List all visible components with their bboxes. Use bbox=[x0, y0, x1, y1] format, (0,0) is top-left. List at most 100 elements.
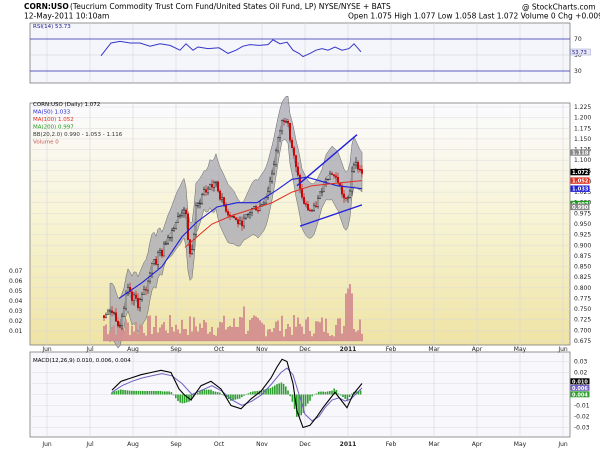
price-legend-ma200: MA(200) 0.997 bbox=[33, 125, 74, 131]
volume-bar bbox=[229, 326, 231, 341]
macd-histogram-bar bbox=[157, 391, 159, 395]
volume-bar bbox=[347, 289, 349, 341]
macd-histogram-bar bbox=[276, 384, 278, 394]
candle-body bbox=[323, 182, 325, 192]
candle-body bbox=[153, 259, 155, 263]
volume-bar bbox=[253, 316, 255, 341]
macd-histogram-bar bbox=[175, 395, 177, 399]
price-y-tick: 0.975 bbox=[574, 210, 591, 217]
macd-value-tag-label: 0.004 bbox=[572, 392, 588, 398]
x-tick-label: Apr bbox=[472, 346, 483, 353]
candle-body bbox=[271, 174, 273, 181]
rsi-y-tick: 30 bbox=[574, 68, 582, 75]
macd-histogram-bar bbox=[272, 387, 274, 395]
candle-body bbox=[125, 294, 127, 309]
candle-body bbox=[189, 240, 191, 254]
candle-body bbox=[103, 315, 105, 317]
volume-bar bbox=[335, 325, 337, 341]
volume-bar bbox=[161, 325, 163, 341]
candle-body bbox=[207, 189, 209, 192]
volume-bar bbox=[287, 324, 289, 341]
volume-bar bbox=[137, 334, 139, 341]
candle-body bbox=[133, 295, 135, 301]
rsi-panel bbox=[30, 23, 570, 83]
candle-body bbox=[293, 148, 295, 156]
candle-body bbox=[265, 198, 267, 203]
macd-histogram-bar bbox=[212, 391, 214, 394]
volume-bar bbox=[141, 326, 143, 341]
price-legend-ma100: MA(100) 1.052 bbox=[33, 117, 74, 123]
volume-bar bbox=[285, 329, 287, 341]
macd-histogram-bar bbox=[278, 383, 280, 394]
x-tick-label: Mar bbox=[428, 441, 440, 448]
macd-histogram-bar bbox=[204, 390, 206, 395]
price-legend-symbol: CORN:USO (Daily) 1.072 bbox=[33, 102, 100, 108]
x-tick-label: Jun bbox=[557, 346, 568, 353]
macd-histogram-bar bbox=[237, 395, 239, 400]
candle-body bbox=[179, 215, 181, 217]
candle-body bbox=[257, 210, 259, 211]
candle-body bbox=[241, 221, 243, 226]
candle-body bbox=[329, 174, 331, 179]
candle-body bbox=[217, 182, 219, 191]
candle-body bbox=[281, 121, 283, 131]
candle-body bbox=[211, 184, 213, 187]
volume-bar bbox=[105, 325, 107, 341]
macd-y-tick: -0.02 bbox=[574, 414, 590, 421]
volume-bar bbox=[293, 315, 295, 341]
macd-histogram-bar bbox=[210, 390, 212, 395]
price-y-tick: 0.875 bbox=[574, 253, 591, 260]
price-y-tick: 1.150 bbox=[574, 136, 591, 143]
macd-histogram-bar bbox=[144, 391, 146, 395]
candle-body bbox=[317, 198, 319, 206]
macd-histogram-bar bbox=[149, 391, 151, 395]
volume-bar bbox=[185, 329, 187, 341]
volume-bar bbox=[209, 332, 211, 341]
candle-body bbox=[235, 218, 237, 220]
volume-bar bbox=[205, 323, 207, 341]
candle-body bbox=[193, 234, 195, 249]
volume-bar bbox=[183, 329, 185, 341]
volume-bar bbox=[289, 327, 291, 341]
volume-bar bbox=[127, 323, 129, 341]
macd-histogram-bar bbox=[316, 393, 318, 394]
volume-bar bbox=[179, 334, 181, 341]
volume-y-tick: 0.07 bbox=[9, 268, 23, 275]
volume-y-tick: 0.01 bbox=[9, 328, 23, 335]
macd-histogram-bar bbox=[140, 391, 142, 395]
macd-histogram-bar bbox=[305, 395, 307, 407]
volume-bar bbox=[267, 330, 269, 341]
candle-body bbox=[113, 313, 115, 314]
candle-body bbox=[325, 179, 327, 181]
macd-histogram-bar bbox=[307, 395, 309, 404]
volume-bar bbox=[241, 318, 243, 341]
volume-bar bbox=[259, 321, 261, 341]
rsi-legend: RSI(14) 53.73 bbox=[33, 24, 71, 30]
candle-body bbox=[159, 250, 161, 252]
price-y-tick: 0.900 bbox=[574, 242, 591, 249]
price-y-tick: 0.800 bbox=[574, 285, 591, 292]
volume-bar bbox=[357, 330, 359, 341]
macd-histogram-bar bbox=[122, 390, 124, 395]
price-y-tick: 0.850 bbox=[574, 264, 591, 271]
volume-bar bbox=[231, 327, 233, 341]
candle-body bbox=[177, 217, 179, 223]
chart-date: 12-May-2011 10:10am bbox=[24, 12, 109, 21]
candle-body bbox=[291, 140, 293, 148]
candle-body bbox=[145, 289, 147, 290]
price-y-tick: 0.675 bbox=[574, 338, 591, 345]
volume-bar bbox=[111, 327, 113, 341]
macd-histogram-bar bbox=[221, 394, 223, 395]
macd-histogram-bar bbox=[162, 391, 164, 394]
volume-bar bbox=[275, 322, 277, 341]
candle-body bbox=[187, 214, 189, 240]
candle-body bbox=[121, 316, 123, 325]
volume-bar bbox=[333, 337, 335, 341]
volume-bar bbox=[341, 334, 343, 341]
candle-body bbox=[319, 192, 321, 198]
volume-y-tick: 0.04 bbox=[9, 298, 23, 305]
macd-histogram-bar bbox=[283, 384, 285, 395]
volume-y-tick: 0.03 bbox=[9, 308, 23, 315]
volume-bar bbox=[159, 328, 161, 341]
volume-bar bbox=[157, 333, 159, 341]
